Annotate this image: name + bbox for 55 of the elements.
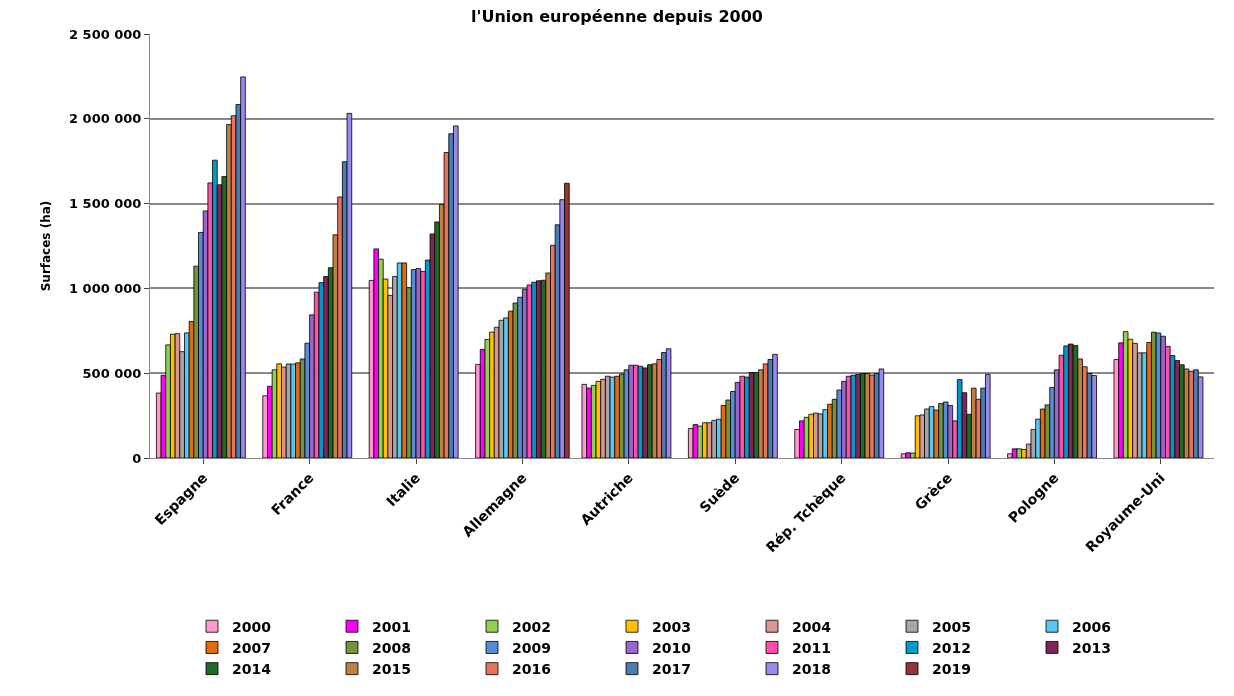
bar xyxy=(581,383,588,458)
legend-label: 2013 xyxy=(1072,639,1111,656)
bar xyxy=(595,380,602,458)
legend-label: 2004 xyxy=(792,618,832,635)
bar xyxy=(415,268,422,458)
chart-title: l'Union européenne depuis 2000 xyxy=(471,6,763,26)
bar xyxy=(692,424,699,458)
bar xyxy=(1016,448,1023,458)
bar xyxy=(753,372,760,458)
bar xyxy=(739,375,745,458)
y-tick-label: 1 000 000 xyxy=(69,280,142,296)
legend-label: 2019 xyxy=(932,661,971,678)
legend-label: 2011 xyxy=(792,639,831,656)
bar xyxy=(642,367,648,458)
legend-label: 2016 xyxy=(512,661,551,678)
legend-label: 2000 xyxy=(232,618,272,635)
y-tick-label: 2 000 000 xyxy=(69,111,142,127)
bar xyxy=(346,112,353,458)
bar xyxy=(905,452,911,458)
y-axis-title: Surfaces (ha) xyxy=(39,200,54,292)
bar xyxy=(1155,332,1162,458)
legend-label: 2006 xyxy=(1072,618,1111,635)
bar xyxy=(401,262,408,458)
legend-label: 2001 xyxy=(372,618,411,635)
legend-label: 2007 xyxy=(232,639,271,656)
bar xyxy=(623,369,630,458)
legend-label: 2015 xyxy=(372,661,411,678)
legend-label: 2009 xyxy=(512,639,551,656)
bar xyxy=(947,405,954,458)
bar xyxy=(864,373,871,458)
y-tick-label: 1 500 000 xyxy=(69,196,142,212)
bar xyxy=(276,363,282,458)
legend-label: 2012 xyxy=(932,639,971,656)
bar xyxy=(609,376,616,458)
y-tick-label: 0 xyxy=(132,450,142,466)
legend-label: 2014 xyxy=(232,661,272,678)
legend-label: 2005 xyxy=(932,618,971,635)
legend-label: 2017 xyxy=(652,661,691,678)
legend-label: 2003 xyxy=(652,618,691,635)
bar xyxy=(1091,375,1097,458)
legend-label: 2008 xyxy=(372,639,411,656)
bar xyxy=(290,363,296,458)
y-tick-label: 500 000 xyxy=(82,365,142,381)
bar xyxy=(665,348,672,458)
bar xyxy=(706,422,713,458)
bar xyxy=(850,374,857,458)
legend-label: 2018 xyxy=(792,661,831,678)
y-tick-label: 2 500 000 xyxy=(69,26,142,42)
bar xyxy=(1072,345,1079,458)
bar xyxy=(878,368,885,458)
legend-label: 2002 xyxy=(512,618,551,635)
legend-label: 2010 xyxy=(652,639,692,656)
bar xyxy=(498,319,505,458)
bar xyxy=(526,284,533,458)
bar xyxy=(174,333,181,458)
